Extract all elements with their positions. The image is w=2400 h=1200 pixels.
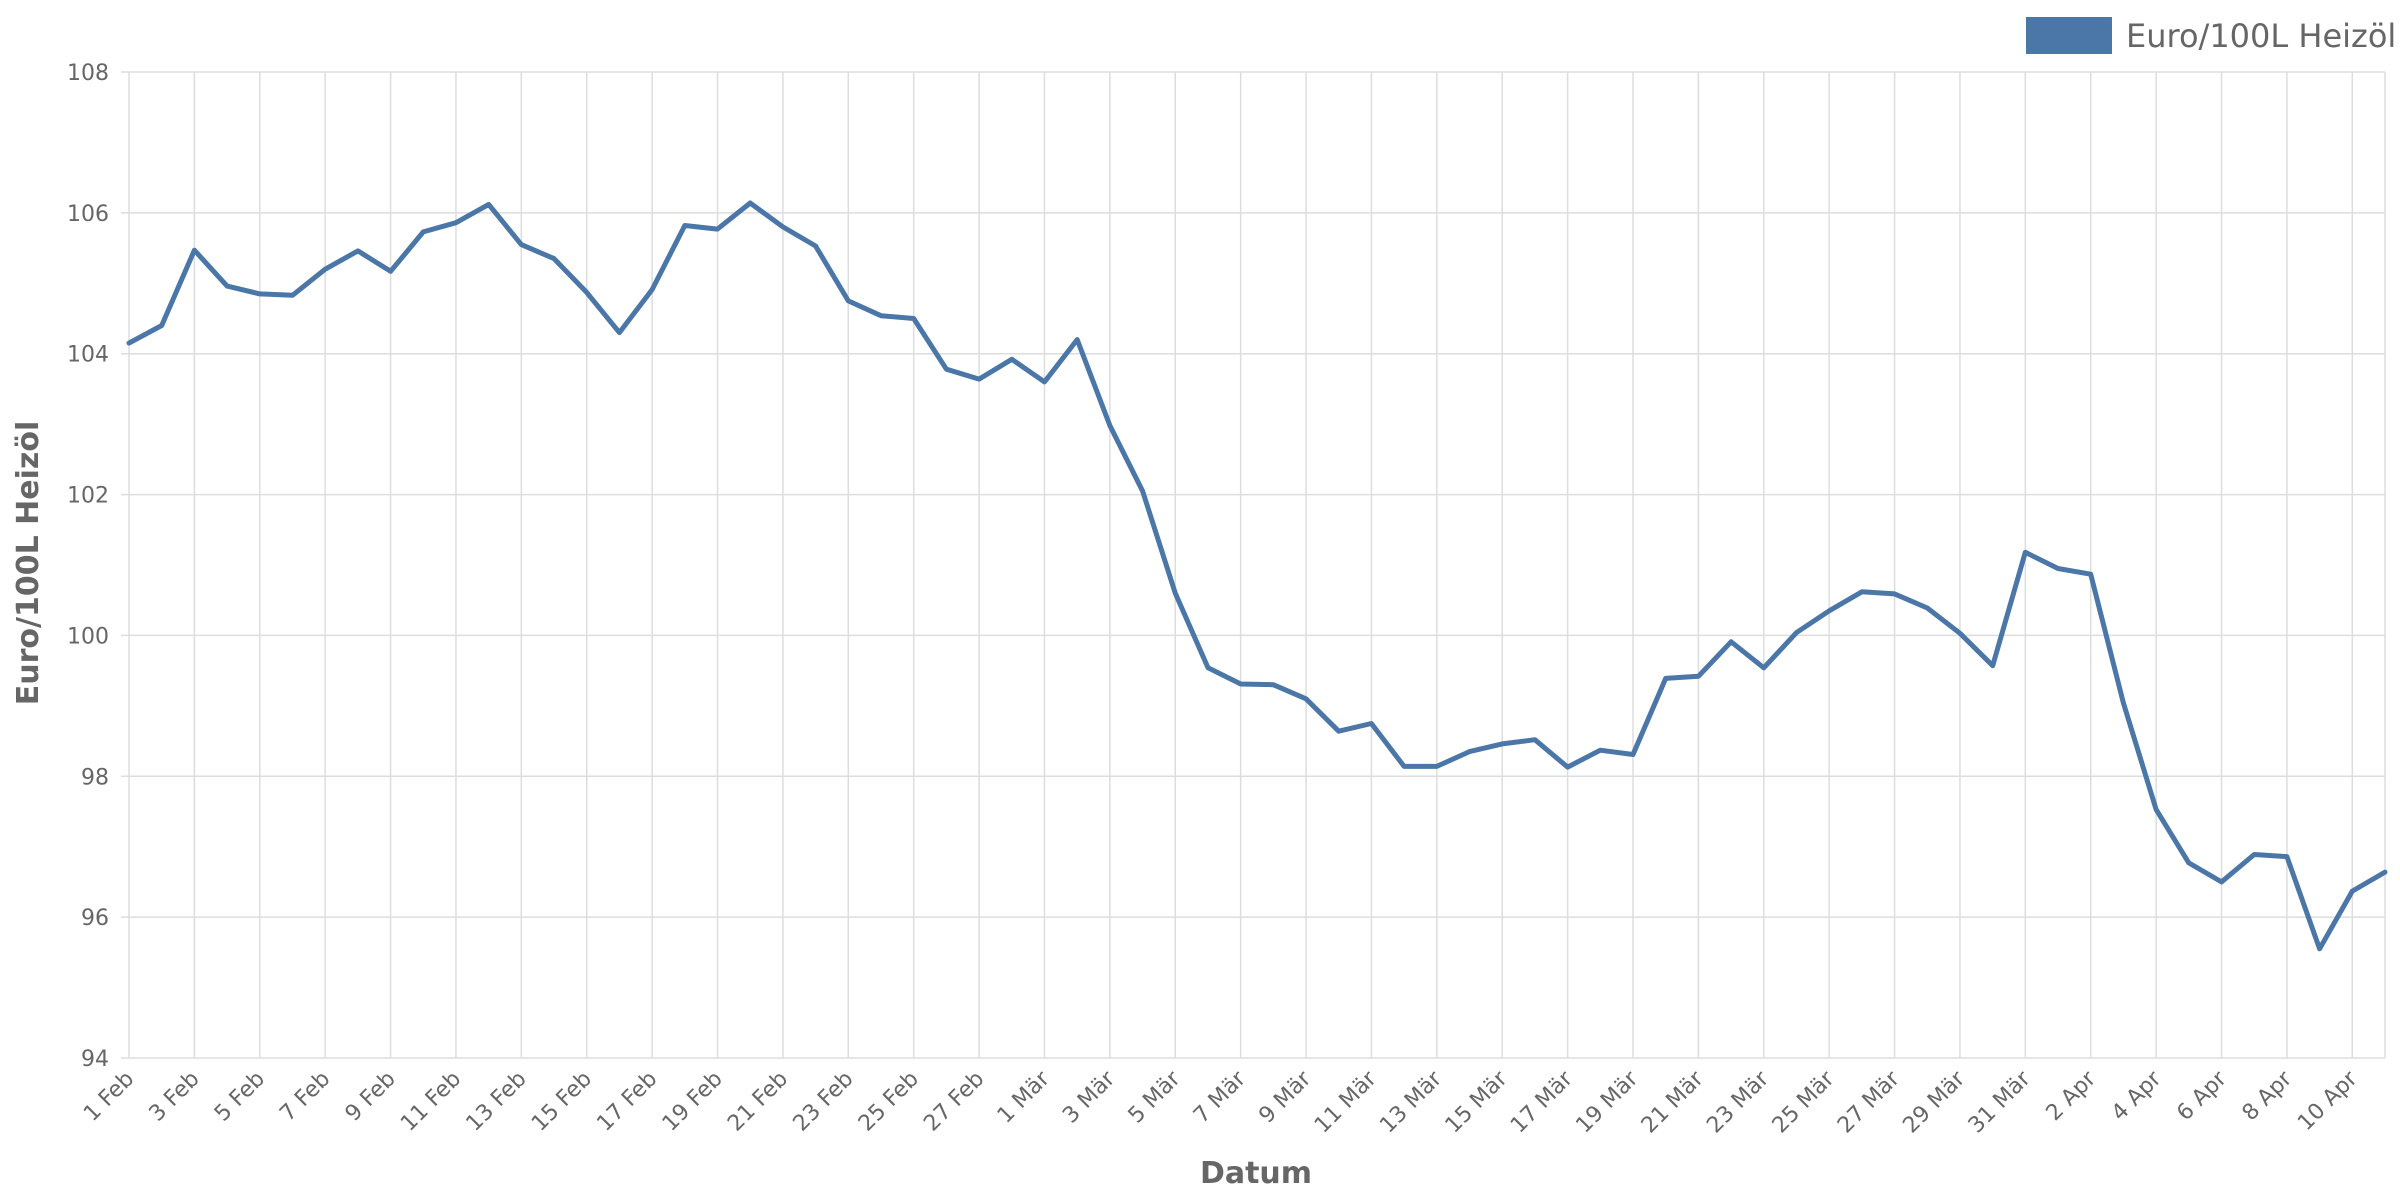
x-tick-label: 2 Apr	[2042, 1066, 2102, 1126]
series-line-heizoel	[126, 200, 2388, 952]
x-tick-label: 23 Feb	[789, 1067, 859, 1137]
x-tick-label: 11 Feb	[396, 1067, 466, 1137]
x-tick-label: 11 Mär	[1310, 1066, 1382, 1138]
x-tick-label: 13 Mär	[1375, 1066, 1447, 1138]
x-tick-label: 25 Feb	[854, 1067, 924, 1137]
x-tick-label: 7 Mär	[1189, 1066, 1252, 1129]
y-tick-label: 104	[67, 343, 109, 368]
x-tick-label: 7 Feb	[275, 1067, 335, 1127]
y-tick-label: 106	[67, 202, 109, 227]
x-tick-label: 8 Apr	[2238, 1066, 2298, 1126]
y-tick-label: 102	[67, 484, 109, 509]
x-tick-label: 27 Mär	[1833, 1066, 1905, 1138]
x-tick-label: 1 Mär	[993, 1066, 1056, 1129]
x-tick-label: 31 Mär	[1964, 1066, 2036, 1138]
legend-label: Euro/100L Heizöl	[2126, 17, 2396, 55]
x-tick-label: 4 Apr	[2107, 1066, 2167, 1126]
x-tick-label: 5 Feb	[210, 1067, 270, 1127]
y-tick-label: 94	[81, 1047, 109, 1072]
x-tick-label: 19 Feb	[658, 1067, 728, 1137]
x-axis-title: Datum	[1200, 1156, 1312, 1191]
x-tick-label: 9 Mär	[1254, 1066, 1317, 1129]
x-tick-label: 27 Feb	[919, 1067, 989, 1137]
x-tick-label: 3 Mär	[1058, 1066, 1121, 1129]
x-tick-label: 15 Feb	[527, 1067, 597, 1137]
y-tick-label: 96	[81, 906, 109, 931]
vertical-gridlines	[128, 72, 2386, 1058]
x-tick-label: 21 Mär	[1637, 1066, 1709, 1138]
x-tick-label: 13 Feb	[462, 1067, 532, 1137]
x-tick-label: 6 Apr	[2172, 1066, 2232, 1126]
y-axis-tick-labels: 94 96 98 100 102 104 106 108	[67, 61, 109, 1072]
legend-swatch	[2026, 17, 2112, 54]
legend[interactable]: Euro/100L Heizöl	[2026, 17, 2396, 55]
x-tick-label: 19 Mär	[1571, 1066, 1643, 1138]
x-tick-label: 9 Feb	[341, 1067, 401, 1127]
x-tick-label: 29 Mär	[1898, 1066, 1970, 1138]
x-tick-label: 1 Feb	[79, 1067, 139, 1127]
x-tick-label: 5 Mär	[1124, 1066, 1187, 1129]
x-tick-label: 10 Apr	[2293, 1066, 2363, 1136]
horizontal-gridlines	[121, 71, 2385, 1059]
y-tick-label: 98	[81, 765, 109, 790]
y-tick-label: 100	[67, 624, 109, 649]
y-axis-title: Euro/100L Heizöl	[11, 421, 46, 706]
x-tick-label: 17 Mär	[1506, 1066, 1578, 1138]
x-tick-label: 15 Mär	[1441, 1066, 1513, 1138]
x-tick-label: 3 Feb	[145, 1067, 205, 1127]
x-tick-label: 23 Mär	[1702, 1066, 1774, 1138]
x-tick-label: 25 Mär	[1768, 1066, 1840, 1138]
x-tick-label: 21 Feb	[723, 1067, 793, 1137]
y-tick-label: 108	[67, 61, 109, 86]
x-tick-label: 17 Feb	[592, 1067, 662, 1137]
